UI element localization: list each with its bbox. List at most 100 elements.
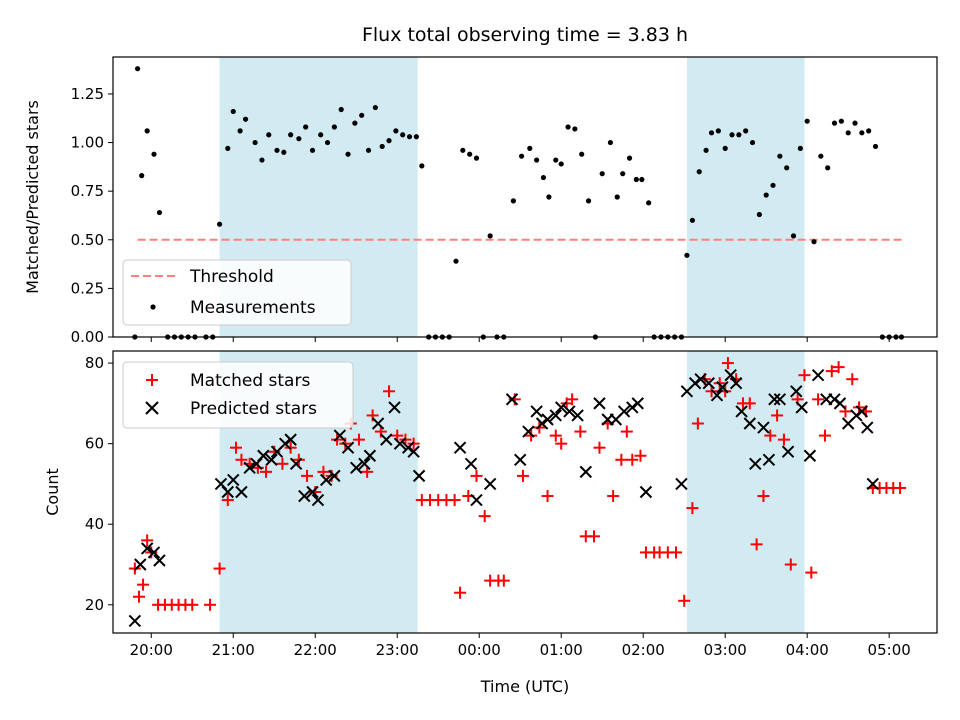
matched-star-point	[607, 490, 620, 503]
measurement-point	[359, 112, 365, 118]
measurement-point	[467, 151, 473, 157]
matched-star-point	[615, 453, 628, 466]
predicted-star-point	[828, 393, 841, 406]
measurement-point	[453, 258, 459, 264]
predicted-star-point	[298, 489, 311, 503]
matched-star-point	[757, 490, 770, 503]
predicted-star-point	[514, 453, 527, 466]
measurement-point	[406, 134, 413, 140]
measurement-point	[281, 149, 287, 155]
predicted-star-point	[535, 417, 549, 430]
measurement-point	[633, 176, 639, 183]
measurement-point	[818, 153, 824, 159]
matched-star-point	[620, 425, 633, 438]
count-y-tick-label: 20	[85, 596, 104, 614]
measurement-point	[338, 106, 344, 113]
measurement-point	[852, 120, 858, 126]
matched-star-point	[352, 433, 365, 446]
measurement-point	[510, 198, 516, 204]
predicted-star-point	[626, 401, 639, 414]
predicted-star-point	[319, 473, 333, 487]
x-tick-label: 00:00	[458, 641, 501, 659]
predicted-star-point	[571, 409, 584, 422]
ratio-y-tick-label: 1.25	[71, 85, 104, 103]
measurement-point	[352, 120, 358, 126]
matched-star-point	[221, 494, 234, 507]
predicted-star-point	[412, 469, 426, 483]
ratio-panel: 0.00 0.25 0.50 0.75 1.00 1.25 Flux total obse…	[23, 24, 938, 346]
x-tick-label: 02:00	[622, 641, 665, 659]
measurement-point	[487, 233, 493, 239]
predicted-star-point	[401, 441, 415, 454]
predicted-star-point	[221, 485, 234, 499]
measurement-point	[845, 130, 851, 136]
chart-title: Flux total observing time = 3.83 h	[362, 24, 688, 46]
count-legend: Matched stars Predicted stars	[122, 361, 354, 429]
measurement-point	[331, 124, 337, 130]
matched-star-point	[846, 373, 859, 386]
predicted-star-point	[861, 421, 874, 434]
measurement-point	[825, 165, 831, 171]
x-tick-label: 01:00	[540, 641, 583, 659]
ratio-y-tick-label: 0.75	[71, 182, 104, 200]
measurement-point	[749, 139, 756, 146]
matched-star-point	[566, 393, 579, 406]
predicted-star-point	[153, 554, 166, 567]
ratio-y-tick-label: 1.00	[71, 134, 104, 152]
predicted-star-point	[743, 417, 756, 430]
matched-star-point	[818, 429, 831, 442]
measurement-point	[379, 143, 385, 150]
matched-star-point	[669, 546, 682, 559]
x-tick-label: 03:00	[704, 641, 747, 659]
measurement-point	[527, 145, 533, 151]
matched-star-point	[691, 417, 704, 430]
predicted-star-point	[702, 377, 716, 390]
measurement-point	[473, 155, 480, 161]
ratio-y-tick-label: 0.25	[71, 279, 104, 297]
x-tick-label: 23:00	[376, 641, 419, 659]
matched-star-point	[454, 586, 467, 599]
predicted-star-point	[724, 368, 737, 382]
predicted-star-point	[363, 449, 377, 462]
predicted-star-point	[289, 457, 303, 471]
measurement-point	[743, 128, 749, 134]
predicted-star-point	[850, 409, 863, 422]
measurement-point	[770, 182, 776, 188]
count-panel: 20 40 60 80 20:00 21:00 22:00 23:00 00:00 01:00 02…	[43, 350, 938, 696]
measurement-point	[296, 136, 302, 142]
predicted-star-point	[710, 389, 724, 402]
measurement-point	[722, 145, 728, 151]
measurement-point	[144, 128, 150, 134]
measurement-point	[872, 143, 879, 150]
measurement-point	[784, 165, 790, 171]
matched-star-point	[805, 566, 818, 579]
predicted-star-point	[811, 368, 825, 382]
measurement-point	[252, 139, 258, 146]
predicted-star-point	[675, 477, 688, 491]
x-tick-label: 04:00	[786, 641, 829, 659]
predicted-star-point	[762, 453, 776, 466]
measurement-point	[639, 176, 645, 183]
x-tick-label: 05:00	[868, 641, 911, 659]
measurement-point	[626, 155, 633, 161]
predicted-star-point	[522, 425, 535, 438]
matched-star-point	[743, 397, 756, 410]
predicted-star-point	[140, 542, 154, 555]
measurement-point	[579, 151, 585, 157]
measurement-point	[237, 128, 243, 134]
measurement-point	[288, 132, 294, 138]
measurement-point	[684, 252, 690, 258]
matched-star-point	[771, 409, 784, 422]
matched-star-point	[516, 469, 529, 482]
measurement-point	[386, 138, 392, 144]
measurement-point	[607, 139, 614, 146]
matched-star-point	[383, 385, 396, 398]
count-legend-box	[122, 361, 354, 429]
predicted-star-point	[235, 485, 248, 499]
matched-star-point	[541, 490, 554, 503]
predicted-star-point	[749, 457, 762, 471]
measurement-point	[599, 171, 605, 177]
ratio-legend: Threshold Measurements	[122, 259, 352, 326]
measurement-point	[696, 169, 702, 175]
measurement-point	[572, 126, 578, 132]
